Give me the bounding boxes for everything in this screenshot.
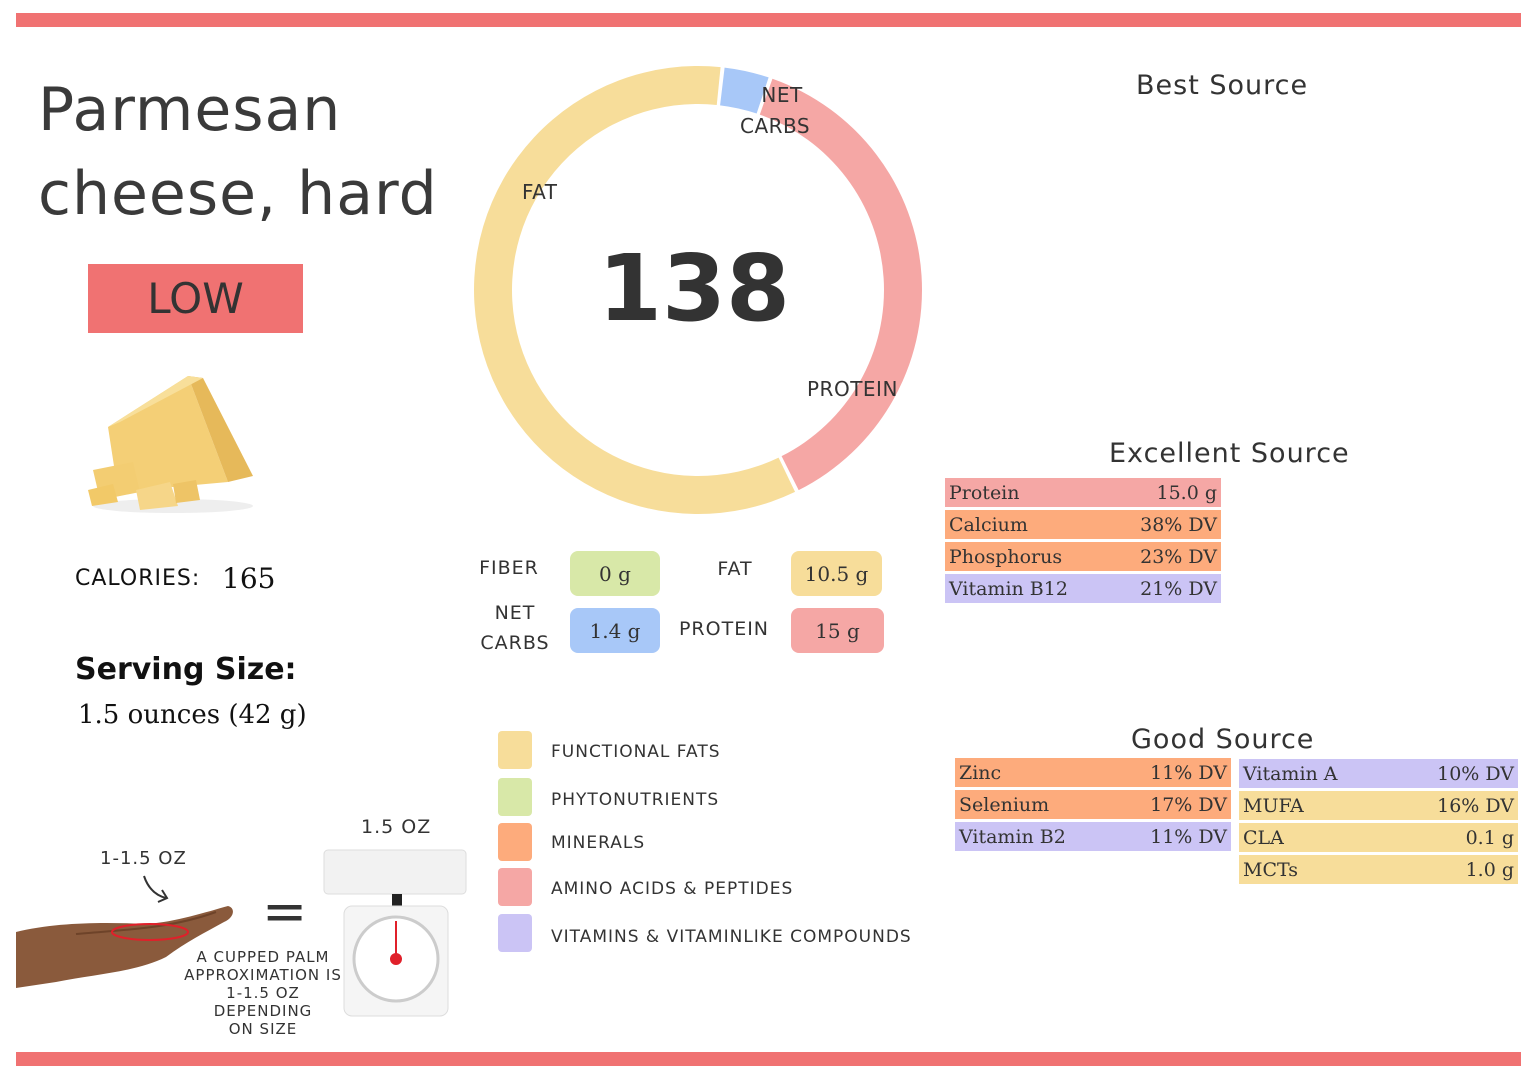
calories-label: CALORIES: — [75, 566, 201, 591]
legend-label-minerals: MINERALS — [551, 833, 646, 853]
excellent-row-phosphorus: Phosphorus 23% DV — [945, 542, 1221, 571]
legend-label-amino-acids: AMINO ACIDS & PEPTIDES — [551, 879, 794, 899]
top-accent-bar — [16, 13, 1521, 27]
serving-size-value: 1.5 ounces (42 g) — [78, 700, 307, 730]
food-title: Parmesan cheese, hard — [38, 68, 438, 236]
nutrient-value: 17% DV — [1150, 793, 1227, 816]
good-row-mufa: MUFA 16% DV — [1239, 791, 1518, 820]
fiber-value: 0 g — [570, 551, 660, 596]
protein-label: PROTEIN — [678, 618, 770, 640]
legend-swatch-functional-fats — [498, 731, 532, 769]
fat-label: FAT — [717, 558, 753, 580]
fat-value: 10.5 g — [791, 551, 882, 596]
nutrient-name: MCTs — [1243, 858, 1299, 881]
nutrient-name: Selenium — [959, 793, 1050, 816]
legend-swatch-phytonutrients — [498, 778, 532, 816]
nutrient-value: 15.0 g — [1156, 481, 1217, 504]
legend-label-phytonutrients: PHYTONUTRIENTS — [551, 790, 720, 810]
palm-note-line4: ON SIZE — [228, 1020, 298, 1038]
fiber-label: FIBER — [479, 557, 539, 579]
kitchen-scale-image — [323, 849, 467, 1017]
excellent-row-vitamin-b12: Vitamin B12 21% DV — [945, 574, 1221, 603]
nutrient-value: 11% DV — [1150, 761, 1227, 784]
palm-note-line1: A CUPPED PALM — [196, 948, 330, 966]
palm-note-line2: APPROXIMATION IS — [184, 966, 342, 984]
nutrient-name: Vitamin A — [1243, 762, 1338, 785]
donut-segment-net-carbs — [720, 67, 769, 114]
macro-donut-chart — [474, 65, 922, 514]
donut-label-net-carbs-line2: CARBS — [740, 114, 811, 138]
net-carbs-label-line1: NET — [494, 602, 536, 624]
rating-badge: LOW — [88, 264, 303, 333]
excellent-row-protein: Protein 15.0 g — [945, 478, 1221, 507]
bottom-accent-bar — [16, 1052, 1521, 1066]
legend-swatch-minerals — [498, 823, 532, 861]
serving-size-label: Serving Size: — [75, 652, 297, 687]
equals-sign: = — [262, 880, 308, 943]
palm-note: A CUPPED PALM APPROXIMATION IS 1-1.5 OZ … — [178, 948, 348, 1038]
good-row-cla: CLA 0.1 g — [1239, 823, 1518, 852]
good-row-selenium: Selenium 17% DV — [955, 790, 1231, 819]
nutrient-name: MUFA — [1243, 794, 1304, 817]
net-carbs-value: 1.4 g — [570, 608, 660, 653]
good-row-zinc: Zinc 11% DV — [955, 758, 1231, 787]
nutrient-name: Vitamin B12 — [949, 577, 1068, 600]
nutrient-value: 10% DV — [1437, 762, 1514, 785]
parmesan-cheese-image — [88, 376, 253, 513]
excellent-source-title: Excellent Source — [1109, 438, 1350, 469]
nutrient-name: Vitamin B2 — [959, 825, 1066, 848]
nutrient-name: CLA — [1243, 826, 1284, 849]
legend-label-functional-fats: FUNCTIONAL FATS — [551, 742, 721, 762]
calories-value: 165 — [222, 562, 276, 595]
nutrient-value: 11% DV — [1150, 825, 1227, 848]
nutrient-name: Protein — [949, 481, 1020, 504]
donut-segment-protein — [759, 78, 922, 491]
legend-swatch-vitamins — [498, 914, 532, 952]
donut-label-net-carbs-line1: NET — [761, 83, 803, 107]
nutrient-value: 21% DV — [1140, 577, 1217, 600]
good-row-vitamin-b2: Vitamin B2 11% DV — [955, 822, 1231, 851]
nutrient-name: Zinc — [959, 761, 1002, 784]
good-source-title: Good Source — [1131, 724, 1315, 755]
palm-note-line3: 1-1.5 OZ DEPENDING — [213, 984, 313, 1020]
legend-label-vitamins: VITAMINS & VITAMINLIKE COMPOUNDS — [551, 927, 912, 947]
nutrient-value: 38% DV — [1140, 513, 1217, 536]
nutrient-value: 1.0 g — [1465, 858, 1514, 881]
legend-swatch-amino-acids — [498, 868, 532, 906]
good-row-vitamin-a: Vitamin A 10% DV — [1239, 759, 1518, 788]
donut-label-net-carbs: NET CARBS — [740, 80, 810, 142]
good-row-mcts: MCTs 1.0 g — [1239, 855, 1518, 884]
net-carbs-label-line2: CARBS — [480, 632, 550, 654]
nutrient-value: 16% DV — [1437, 794, 1514, 817]
protein-value: 15 g — [791, 608, 884, 653]
palm-label: 1-1.5 OZ — [100, 848, 187, 869]
food-title-line1: Parmesan — [38, 75, 342, 145]
nutrient-value: 23% DV — [1140, 545, 1217, 568]
cupped-hand-image — [16, 906, 233, 988]
scale-label: 1.5 OZ — [361, 816, 432, 838]
food-title-line2: cheese, hard — [38, 159, 438, 229]
donut-center-value: 138 — [597, 235, 791, 342]
net-carbs-label: NET CARBS — [474, 598, 556, 658]
nutrient-name: Phosphorus — [949, 545, 1063, 568]
donut-segment-fat — [474, 65, 796, 514]
donut-label-protein: PROTEIN — [807, 377, 898, 401]
donut-label-fat: FAT — [522, 180, 558, 204]
nutrient-name: Calcium — [949, 513, 1028, 536]
nutrient-value: 0.1 g — [1465, 826, 1514, 849]
curved-arrow-icon — [143, 875, 169, 903]
donut-segments — [474, 65, 922, 514]
excellent-row-calcium: Calcium 38% DV — [945, 510, 1221, 539]
best-source-title: Best Source — [1136, 70, 1309, 101]
